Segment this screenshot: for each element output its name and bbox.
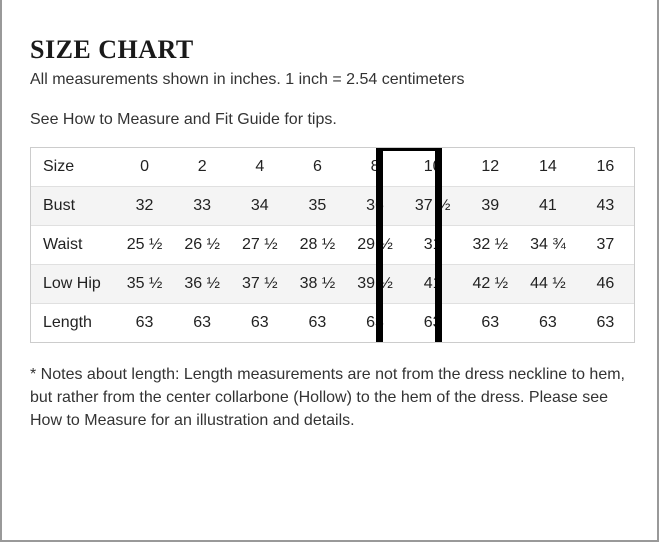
- cell: 37 ½: [404, 187, 462, 226]
- cell: 36 ½: [173, 265, 231, 304]
- cell: 35 ½: [116, 265, 174, 304]
- cell: 39: [461, 187, 519, 226]
- size-col-0: 0: [116, 148, 174, 187]
- cell: 25 ½: [116, 226, 174, 265]
- table-row: Bust 32 33 34 35 36 37 ½ 39 41 43: [31, 187, 634, 226]
- cell: 46: [577, 265, 634, 304]
- cell: 63: [519, 304, 577, 343]
- row-label: Low Hip: [31, 265, 116, 304]
- size-col-7: 14: [519, 148, 577, 187]
- cell: 37 ½: [231, 265, 289, 304]
- table-row: Waist 25 ½ 26 ½ 27 ½ 28 ½ 29 ½ 31 32 ½ 3…: [31, 226, 634, 265]
- cell: 63: [173, 304, 231, 343]
- cell: 38 ½: [289, 265, 347, 304]
- length-notes: * Notes about length: Length measurement…: [30, 363, 635, 433]
- cell: 63: [231, 304, 289, 343]
- page-title: SIZE CHART: [30, 35, 629, 65]
- guide-link-text: See How to Measure and Fit Guide for tip…: [30, 111, 629, 129]
- size-table-wrap: Size 0 2 4 6 8 10 12 14 16 Bust 32 33 34…: [30, 147, 635, 343]
- measurement-units-note: All measurements shown in inches. 1 inch…: [30, 71, 629, 89]
- size-col-5: 10: [404, 148, 462, 187]
- cell: 42 ½: [461, 265, 519, 304]
- size-col-1: 2: [173, 148, 231, 187]
- row-label: Length: [31, 304, 116, 343]
- cell: 35: [289, 187, 347, 226]
- size-col-3: 6: [289, 148, 347, 187]
- cell: 36: [346, 187, 404, 226]
- cell: 43: [577, 187, 634, 226]
- table-row: Low Hip 35 ½ 36 ½ 37 ½ 38 ½ 39 ½ 41 42 ½…: [31, 265, 634, 304]
- row-label: Waist: [31, 226, 116, 265]
- cell: 39 ½: [346, 265, 404, 304]
- cell: 41: [404, 265, 462, 304]
- cell: 63: [346, 304, 404, 343]
- cell: 63: [116, 304, 174, 343]
- cell: 34 ¾: [519, 226, 577, 265]
- cell: 63: [289, 304, 347, 343]
- size-chart-container: SIZE CHART All measurements shown in inc…: [2, 0, 657, 453]
- cell: 63: [404, 304, 462, 343]
- cell: 33: [173, 187, 231, 226]
- size-col-4: 8: [346, 148, 404, 187]
- cell: 63: [577, 304, 634, 343]
- cell: 63: [461, 304, 519, 343]
- cell: 27 ½: [231, 226, 289, 265]
- size-col-6: 12: [461, 148, 519, 187]
- size-col-8: 16: [577, 148, 634, 187]
- cell: 26 ½: [173, 226, 231, 265]
- cell: 32 ½: [461, 226, 519, 265]
- cell: 31: [404, 226, 462, 265]
- cell: 44 ½: [519, 265, 577, 304]
- cell: 29 ½: [346, 226, 404, 265]
- header-label: Size: [31, 148, 116, 187]
- cell: 32: [116, 187, 174, 226]
- cell: 37: [577, 226, 634, 265]
- cell: 34: [231, 187, 289, 226]
- table-header-row: Size 0 2 4 6 8 10 12 14 16: [31, 148, 634, 187]
- size-table: Size 0 2 4 6 8 10 12 14 16 Bust 32 33 34…: [31, 148, 634, 342]
- cell: 28 ½: [289, 226, 347, 265]
- cell: 41: [519, 187, 577, 226]
- row-label: Bust: [31, 187, 116, 226]
- size-col-2: 4: [231, 148, 289, 187]
- table-row: Length 63 63 63 63 63 63 63 63 63: [31, 304, 634, 343]
